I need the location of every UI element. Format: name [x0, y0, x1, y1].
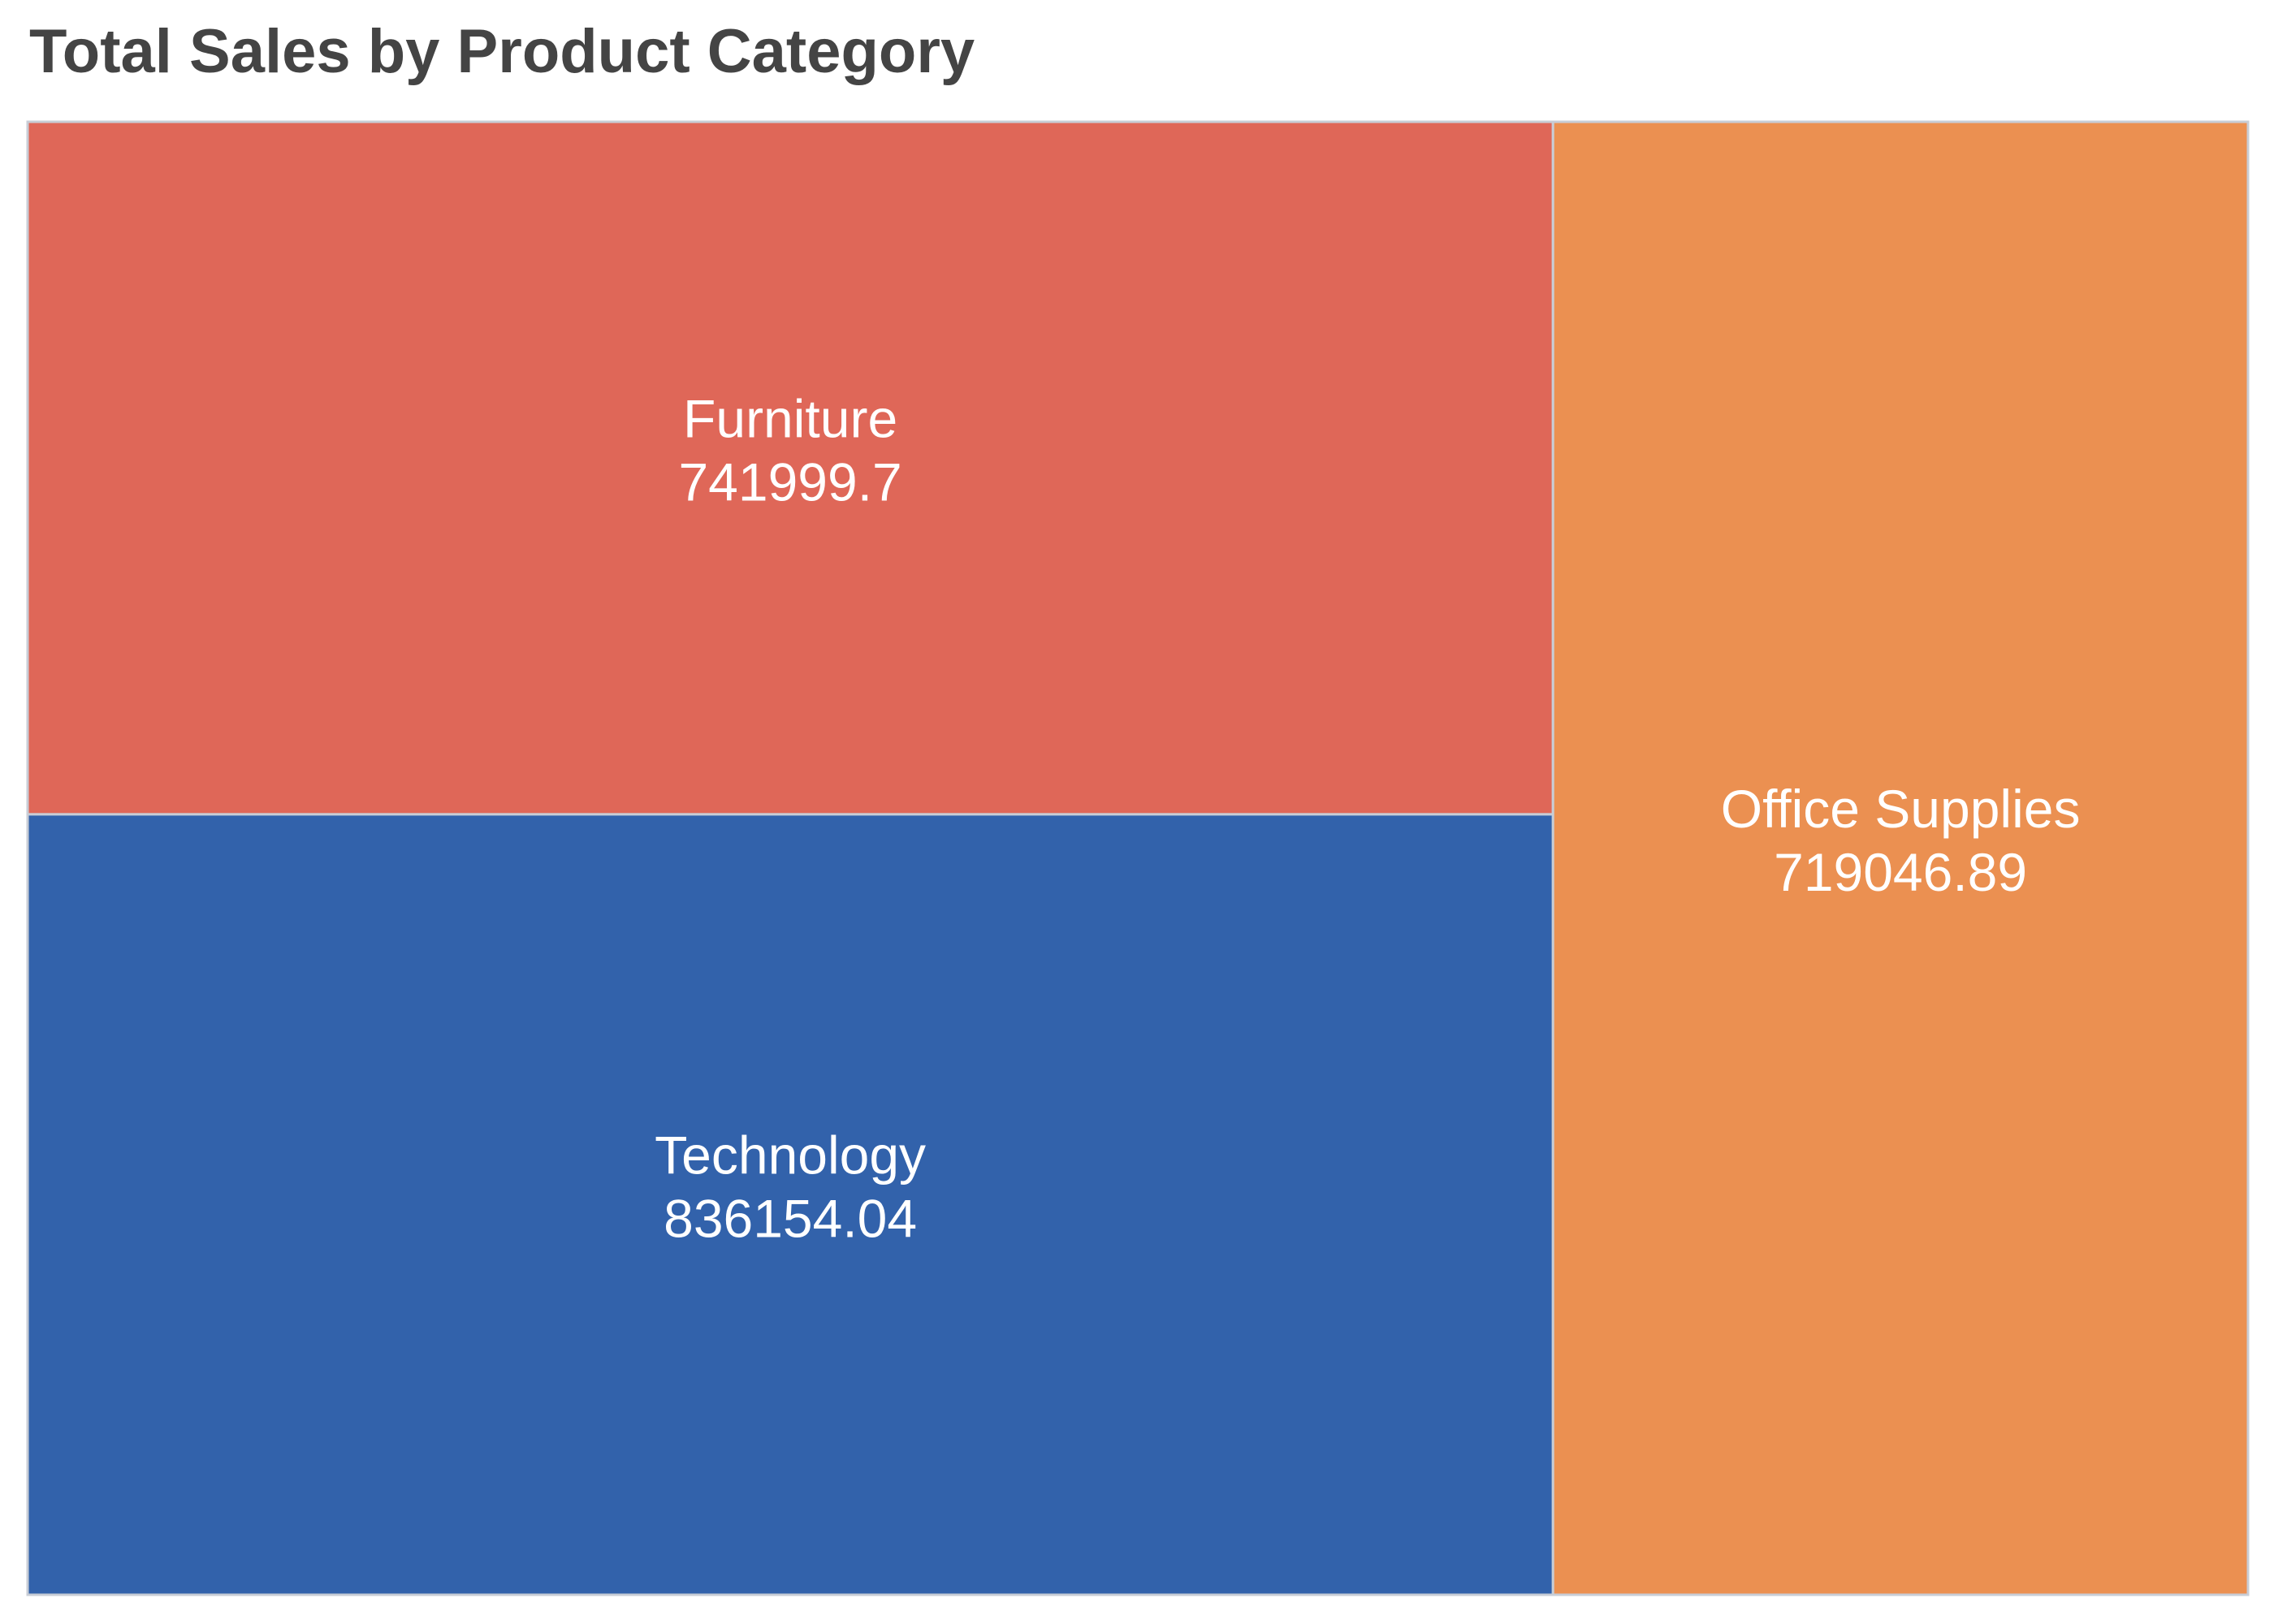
treemap-tiles [26, 120, 2250, 1596]
tile-technology[interactable] [26, 813, 1554, 1596]
tile-value-label-technology: 836154.04 [664, 1188, 917, 1248]
tile-value-label-furniture: 741999.7 [678, 451, 901, 512]
chart-title: Total Sales by Product Category [29, 17, 975, 86]
tile-furniture[interactable] [26, 120, 1554, 816]
tile-category-label-furniture: Furniture [683, 388, 897, 448]
plot-border [26, 120, 2250, 1596]
tile-category-label-technology: Technology [655, 1125, 926, 1185]
tile-value-label-office-supplies: 719046.89 [1774, 842, 2027, 902]
tile-office-supplies[interactable] [1551, 120, 2250, 1596]
tile-category-label-office-supplies: Office Supplies [1721, 779, 2081, 839]
